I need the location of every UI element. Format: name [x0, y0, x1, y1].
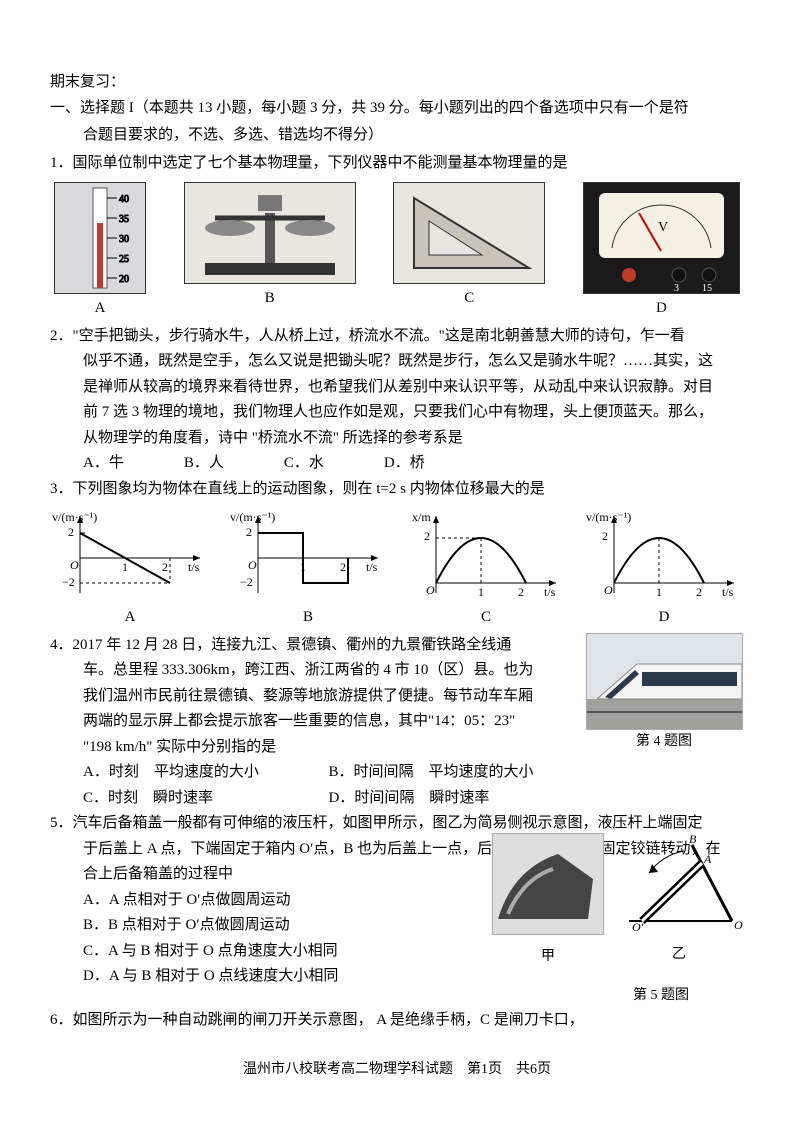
svg-text:2: 2 [340, 560, 346, 574]
q2-line2: 似乎不通，既然是空手，怎么又说是把锄头呢？既然是步行，怎么又是骑水牛呢？……其实… [50, 349, 744, 375]
svg-text:2: 2 [424, 529, 430, 543]
trunk-diagram-icon: A B O O′ [614, 833, 744, 933]
svg-text:v/(m·s⁻¹): v/(m·s⁻¹) [52, 510, 97, 524]
q3-graph-a: v/(m·s⁻¹) t/s 2 −2 1 2 O [50, 508, 210, 603]
svg-text:2: 2 [246, 525, 252, 539]
svg-text:O: O [248, 558, 257, 572]
svg-text:1: 1 [122, 560, 128, 574]
svg-text:−2: −2 [62, 575, 75, 589]
svg-text:O: O [734, 918, 743, 932]
svg-text:1: 1 [656, 585, 662, 599]
svg-text:v/(m·s⁻¹): v/(m·s⁻¹) [230, 510, 275, 524]
section-heading-1: 一、选择题 I（本题共 13 小题，每小题 3 分，共 39 分。每小题列出的四… [50, 96, 744, 122]
svg-text:v/(m·s⁻¹): v/(m·s⁻¹) [586, 510, 631, 524]
q2-line5: 从物理学的角度看，诗中 "桥流水不流" 所选择的参考系是 [50, 426, 744, 452]
q3-label-d: D [659, 605, 670, 631]
q4-line1: 4．2017 年 12 月 28 日，连接九江、景德镇、衢州的九景衢铁路全线通 [50, 633, 574, 659]
q1-label-b: B [265, 286, 275, 312]
svg-text:O′: O′ [632, 920, 644, 933]
svg-text:t/s: t/s [188, 560, 200, 574]
svg-text:40: 40 [119, 194, 129, 205]
svg-text:x/m: x/m [412, 510, 431, 524]
q1-label-d: D [656, 296, 667, 322]
q3-label-a: A [125, 605, 136, 631]
q4-line2: 车。总里程 333.306km，跨江西、浙江两省的 4 市 10（区）县。也为 [50, 658, 574, 684]
section-heading-2: 合题目要求的，不选、多选、错选均不得分） [50, 123, 744, 149]
q3-label-b: B [303, 605, 313, 631]
q2-options: A．牛 B．人 C．水 D．桥 [50, 451, 744, 477]
thermometer-icon: 40 35 30 25 20 [54, 182, 146, 294]
voltmeter-icon: V 3 15 [583, 182, 740, 294]
q5-jia: 甲 [492, 945, 604, 969]
train-icon [586, 633, 743, 730]
q5-block: 5．汽车后备箱盖一般都有可伸缩的液压杆，如图甲所示，图乙为简易侧视示意图，液压杆… [50, 811, 744, 990]
svg-text:O: O [604, 583, 613, 597]
svg-text:2: 2 [602, 529, 608, 543]
svg-text:25: 25 [119, 254, 129, 265]
q2-line4: 前 7 选 3 物理的境地，我们物理人也应作如是观，只要我们心中有物理，头上便顶… [50, 400, 744, 426]
q6-line1: 6．如图所示为一种自动跳闸的闸刀开关示意图， A 是绝缘手柄，C 是闸刀卡口， [50, 1008, 744, 1034]
q4-line5: "198 km/h" 实际中分别指的是 [50, 735, 574, 761]
q1-label-a: A [95, 296, 106, 322]
q2-opt-c: C．水 [284, 451, 324, 477]
svg-text:35: 35 [119, 214, 129, 225]
svg-text:15: 15 [702, 283, 712, 294]
q4-block: 4．2017 年 12 月 28 日，连接九江、景德镇、衢州的九景衢铁路全线通 … [50, 633, 744, 812]
svg-text:1: 1 [478, 585, 484, 599]
car-trunk-photo-icon [492, 833, 604, 935]
q2-line1: 2．"空手把锄头，步行骑水牛，人从桥上过，桥流水不流。"这是南北朝善慧大师的诗句… [50, 324, 744, 350]
svg-text:t/s: t/s [366, 560, 378, 574]
q4-opt-a: A．时刻 平均速度的大小 [83, 760, 329, 786]
q3-graph-b: v/(m·s⁻¹) t/s 2 −2 1 2 O [228, 508, 388, 603]
review-label: 期末复习： [50, 70, 744, 96]
q1-option-a: 40 35 30 25 20 A [54, 182, 146, 322]
q1-label-c: C [464, 286, 474, 312]
svg-text:2: 2 [696, 585, 702, 599]
q3-stem: 3．下列图象均为物体在直线上的运动图象，则在 t=2 s 内物体位移最大的是 [50, 477, 744, 503]
svg-text:V: V [658, 220, 668, 235]
q4-caption: 第 4 题图 [636, 730, 692, 754]
svg-text:2: 2 [68, 525, 74, 539]
q3-graph-row: v/(m·s⁻¹) t/s 2 −2 1 2 O A v/(m·s⁻¹) t/s… [50, 508, 744, 631]
q1-stem: 1．国际单位制中选定了七个基本物理量，下列仪器中不能测量基本物理量的是 [50, 151, 744, 177]
svg-text:O: O [426, 583, 435, 597]
svg-text:B: B [689, 833, 697, 846]
svg-text:30: 30 [119, 234, 129, 245]
q1-option-d: V 3 15 D [583, 182, 740, 322]
svg-text:A: A [703, 852, 712, 866]
svg-text:20: 20 [119, 274, 129, 285]
q1-option-c: C [393, 182, 545, 322]
q5-yi: 乙 [614, 943, 744, 967]
svg-text:t/s: t/s [722, 585, 734, 599]
q4-opt-d: D．时间间隔 瞬时速率 [329, 786, 575, 812]
q4-line3: 我们温州市民前往景德镇、婺源等地旅游提供了便捷。每节动车车厢 [50, 684, 574, 710]
q2-opt-d: D．桥 [384, 451, 425, 477]
q3-graph-d: v/(m·s⁻¹) t/s 2 1 2 O [584, 508, 744, 603]
q1-option-b: B [184, 182, 356, 322]
svg-text:−2: −2 [240, 575, 253, 589]
q4-opt-b: B．时间间隔 平均速度的大小 [329, 760, 575, 786]
q2-opt-a: A．牛 [83, 451, 124, 477]
balance-scale-icon [184, 182, 356, 284]
svg-text:O: O [70, 558, 79, 572]
set-square-icon [393, 182, 545, 284]
q3-label-c: C [481, 605, 491, 631]
svg-text:2: 2 [518, 585, 524, 599]
svg-text:2: 2 [162, 560, 168, 574]
q3-graph-c: x/m t/s 2 1 2 O [406, 508, 566, 603]
svg-text:t/s: t/s [544, 585, 556, 599]
q2-opt-b: B．人 [184, 451, 224, 477]
q5-caption: 第 5 题图 [633, 984, 689, 1008]
q1-image-row: 40 35 30 25 20 A B C [50, 182, 744, 322]
q4-opt-c: C．时刻 瞬时速率 [83, 786, 329, 812]
page-footer: 温州市八校联考高二物理学科试题 第1页 共6页 [0, 1058, 794, 1082]
svg-text:3: 3 [674, 283, 679, 294]
q2-line3: 是禅师从较高的境界来看待世界，也希望我们从差别中来认识平等，从动乱中来认识寂静。… [50, 375, 744, 401]
q4-line4: 两端的显示屏上都会提示旅客一些重要的信息，其中"14：05：23" [50, 709, 574, 735]
